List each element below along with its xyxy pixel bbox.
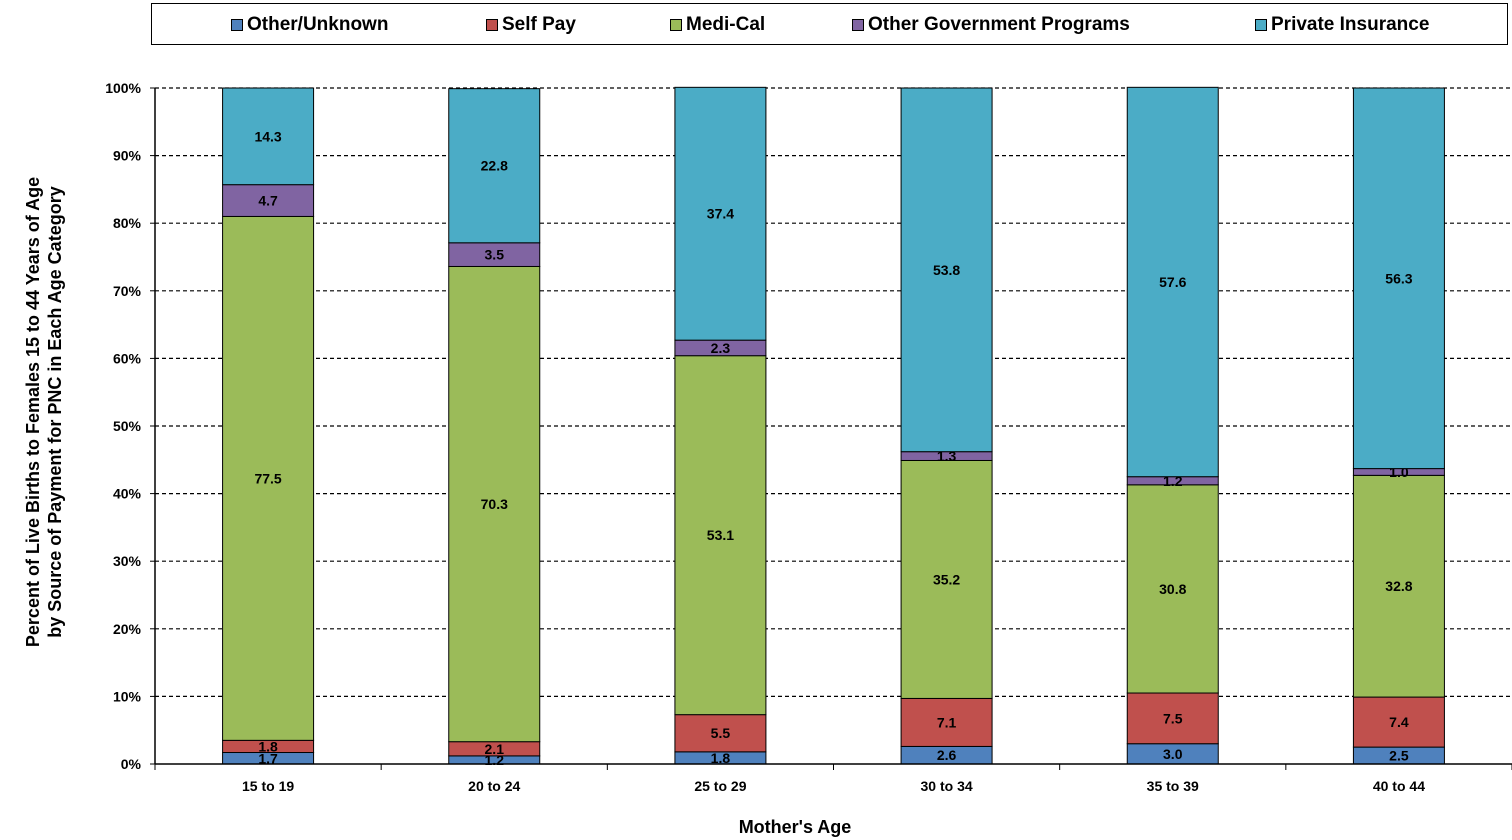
data-label-medi-cal: 77.5 [254,470,281,486]
legend-item-self-pay: Self Pay [486,14,576,35]
data-label-self-pay: 7.4 [1389,714,1409,730]
y-axis-title-line-2: by Source of Payment for PNC in Each Age… [45,186,65,638]
legend-swatch-medi-cal [670,19,682,31]
y-axis-title: Percent of Live Births to Females 15 to … [22,177,66,647]
data-label-private-insurance: 14.3 [254,128,281,144]
data-label-other-government-programs: 3.5 [485,247,505,263]
bar-segment-private-insurance [674,86,767,341]
data-label-self-pay: 7.5 [1163,710,1183,726]
legend-label-other-government-programs: Other Government Programs [868,14,1130,35]
y-tick-label: 40% [113,486,142,502]
data-label-medi-cal: 30.8 [1159,581,1186,597]
data-label-other-government-programs: 4.7 [258,193,278,209]
data-label-medi-cal: 53.1 [707,527,734,543]
data-label-self-pay: 5.5 [711,725,731,741]
data-label-other-unknown: 1.7 [258,750,278,766]
bar-segment-self-pay [1352,696,1445,748]
y-tick-label: 30% [113,553,142,569]
y-tick-label: 50% [113,418,142,434]
bar-segment-self-pay [674,714,767,753]
bar-segment-private-insurance [448,88,541,244]
data-label-other-government-programs: 2.3 [711,340,731,356]
y-tick-label: 60% [113,350,142,366]
legend: Other/Unknown Self Pay Medi-Cal Other Go… [151,3,1508,45]
x-tick-label: 20 to 24 [468,778,520,794]
data-label-medi-cal: 32.8 [1385,578,1412,594]
y-tick-label: 70% [113,283,142,299]
x-tick-label: 25 to 29 [694,778,746,794]
data-label-private-insurance: 22.8 [481,158,508,174]
data-label-medi-cal: 70.3 [481,496,508,512]
y-tick-label: 80% [113,215,142,231]
bar-segment-medi-cal [222,215,315,741]
y-tick-label: 90% [113,148,142,164]
bar-segment-self-pay [900,697,993,747]
y-tick-label: 100% [105,80,141,96]
legend-label-other-unknown: Other/Unknown [247,14,389,35]
bar-segment-medi-cal [900,459,993,699]
bar-segment-private-insurance [222,87,315,186]
x-tick-label: 35 to 39 [1147,778,1199,794]
legend-item-other-unknown: Other/Unknown [231,14,389,35]
data-label-other-unknown: 2.6 [937,747,957,763]
legend-swatch-other-unknown [231,19,243,31]
data-label-self-pay: 7.1 [937,714,957,730]
legend-item-other-government-programs: Other Government Programs [852,14,1130,35]
data-label-other-unknown: 2.5 [1389,748,1409,764]
y-axis-title-line-1: Percent of Live Births to Females 15 to … [23,176,43,648]
data-label-private-insurance: 56.3 [1385,270,1412,286]
bar-segment-medi-cal [1126,484,1219,694]
y-tick-label: 0% [121,756,142,772]
bar-segment-medi-cal [1352,474,1445,698]
bar-segment-private-insurance [900,87,993,453]
bar-segment-private-insurance [1352,87,1445,470]
y-tick-label: 10% [113,688,142,704]
data-label-private-insurance: 57.6 [1159,274,1186,290]
data-label-self-pay: 1.8 [258,738,278,754]
x-tick-label: 30 to 34 [921,778,973,794]
legend-item-private-insurance: Private Insurance [1255,14,1430,35]
legend-swatch-self-pay [486,19,498,31]
legend-label-medi-cal: Medi-Cal [686,14,766,35]
legend-swatch-private-insurance [1255,19,1267,31]
x-axis-title: Mother's Age [738,817,852,837]
data-label-other-unknown: 3.0 [1163,746,1183,762]
bar-segment-self-pay [1126,692,1219,745]
data-label-self-pay: 2.1 [485,741,505,757]
bar-segment-other-government-programs [222,184,315,217]
x-tick-label: 40 to 44 [1373,778,1425,794]
data-label-medi-cal: 35.2 [933,571,960,587]
bar-segment-private-insurance [1126,86,1219,478]
legend-label-self-pay: Self Pay [502,14,576,35]
bar-segment-medi-cal [674,355,767,716]
x-tick-label: 15 to 19 [242,778,294,794]
legend-label-private-insurance: Private Insurance [1271,14,1430,35]
bar-segment-medi-cal [448,265,541,743]
data-label-private-insurance: 53.8 [933,262,960,278]
data-label-other-unknown: 1.8 [711,750,731,766]
y-tick-label: 20% [113,621,142,637]
legend-swatch-other-government-programs [852,19,864,31]
legend-item-medi-cal: Medi-Cal [670,14,766,35]
data-label-private-insurance: 37.4 [707,206,734,222]
